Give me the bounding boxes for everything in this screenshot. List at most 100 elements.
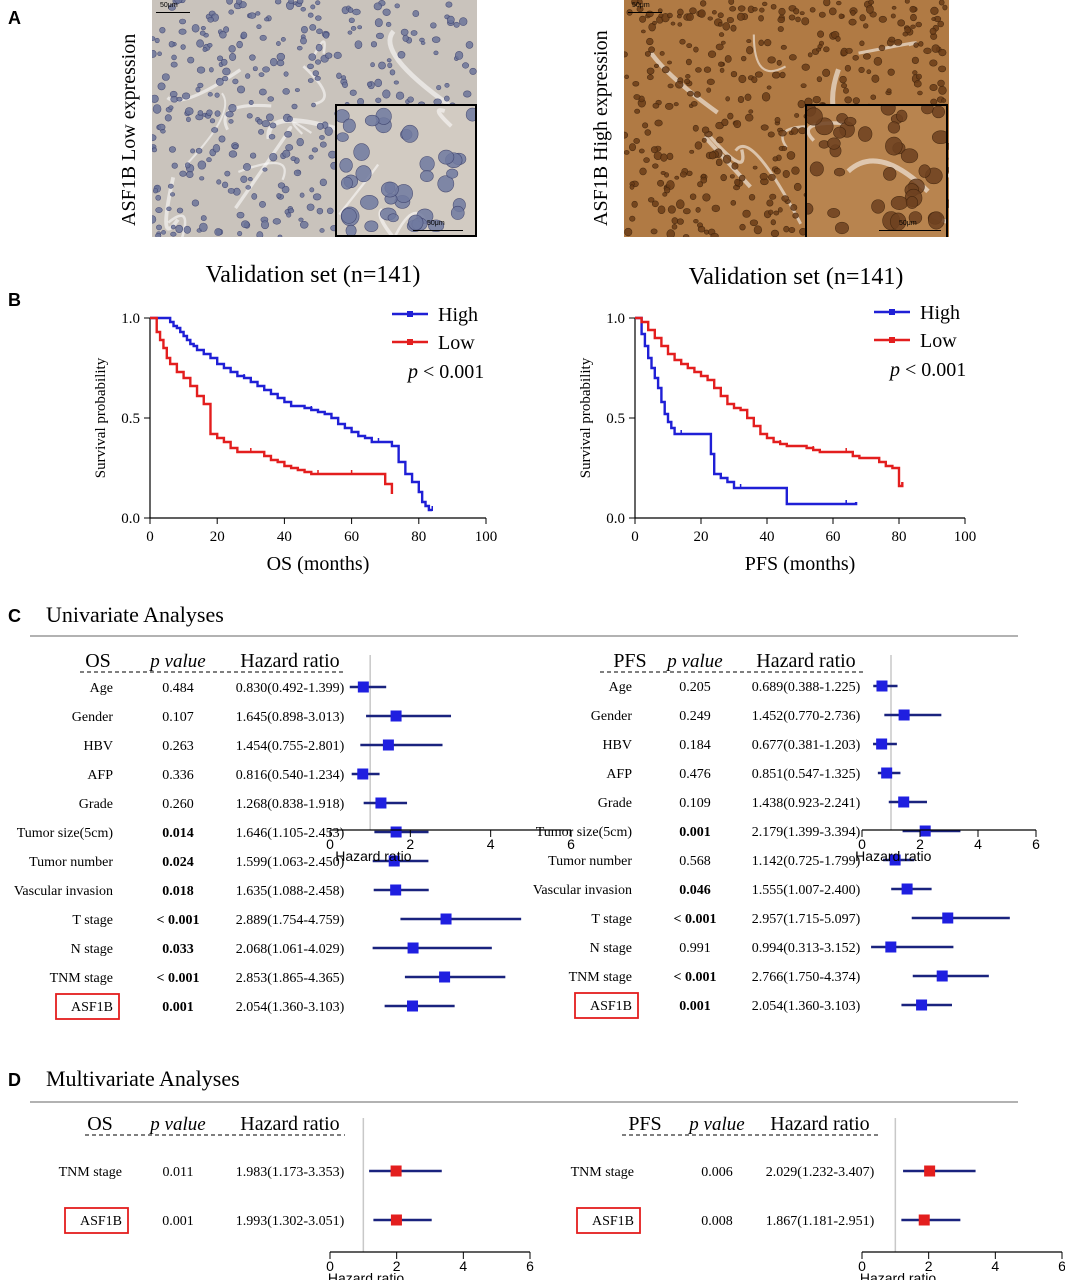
- cell-nucleus: [711, 10, 717, 15]
- cell-nucleus: [693, 91, 701, 98]
- row-label: T stage: [591, 912, 632, 927]
- row-p-value: < 0.001: [157, 971, 200, 986]
- cell-nucleus: [256, 24, 262, 30]
- cell-nucleus: [758, 15, 764, 22]
- x-axis-label: PFS (months): [745, 553, 856, 575]
- p-value-header: p value: [148, 651, 205, 672]
- hr-marker: [439, 971, 451, 983]
- cell-nucleus: [199, 222, 208, 232]
- p-value-label: p < 0.001: [888, 359, 966, 381]
- cell-nucleus: [341, 208, 357, 224]
- cell-nucleus: [207, 43, 213, 48]
- cell-nucleus: [817, 44, 823, 49]
- row-p-value: 0.018: [162, 884, 194, 899]
- cell-nucleus: [227, 187, 235, 194]
- forest-x-axis-label: Hazard ratio: [335, 848, 411, 864]
- forest-x-axis-label: Hazard ratio: [855, 848, 931, 864]
- row-label: TNM stage: [59, 1165, 122, 1180]
- row-label: Grade: [598, 796, 632, 811]
- cell-nucleus: [222, 76, 229, 82]
- cell-nucleus: [795, 16, 801, 23]
- cell-nucleus: [296, 137, 304, 147]
- row-p-value: 0.001: [679, 999, 711, 1014]
- cell-nucleus: [156, 224, 162, 231]
- cell-nucleus: [878, 15, 887, 23]
- cell-nucleus: [446, 15, 455, 24]
- cell-nucleus: [431, 36, 441, 43]
- cell-nucleus: [871, 199, 885, 214]
- cell-nucleus: [744, 93, 752, 101]
- cell-nucleus: [268, 133, 276, 140]
- cell-nucleus: [428, 219, 445, 233]
- cell-nucleus: [246, 113, 253, 119]
- hr-marker: [889, 854, 901, 866]
- cell-nucleus: [296, 45, 303, 51]
- cell-nucleus: [463, 90, 472, 98]
- forest-x-axis-label: Hazard ratio: [860, 1270, 936, 1280]
- cell-nucleus: [342, 81, 348, 88]
- row-label: Age: [90, 681, 113, 696]
- cell-nucleus: [375, 97, 382, 104]
- ihc-high-inset: 50μm: [805, 104, 948, 237]
- row-label: N stage: [71, 942, 113, 957]
- cell-nucleus: [179, 18, 187, 25]
- cell-nucleus: [863, 23, 869, 29]
- cell-nucleus: [286, 212, 292, 218]
- cell-nucleus: [736, 12, 745, 21]
- cell-nucleus: [883, 167, 897, 181]
- cell-nucleus: [689, 149, 695, 154]
- highlight-box: [64, 1207, 129, 1234]
- cell-nucleus: [366, 81, 373, 87]
- hr-marker: [440, 913, 452, 925]
- cell-nucleus: [206, 109, 213, 117]
- cell-nucleus: [232, 144, 239, 150]
- cell-nucleus: [309, 187, 315, 193]
- cell-nucleus: [237, 230, 243, 237]
- cell-nucleus: [375, 32, 384, 40]
- cell-nucleus: [918, 41, 924, 47]
- cell-nucleus: [679, 38, 686, 45]
- cell-nucleus: [762, 1, 768, 7]
- cell-nucleus: [888, 36, 896, 43]
- cell-nucleus: [807, 203, 814, 215]
- cell-nucleus: [159, 26, 166, 34]
- cell-nucleus: [676, 14, 682, 19]
- highlight-box: [576, 1207, 641, 1234]
- cell-nucleus: [890, 13, 896, 19]
- y-tick-label: 0.5: [121, 411, 140, 427]
- cell-nucleus: [357, 25, 363, 30]
- cell-nucleus: [913, 80, 922, 88]
- cell-nucleus: [197, 110, 204, 116]
- row-p-value: 0.205: [679, 680, 711, 695]
- cell-nucleus: [737, 5, 746, 12]
- cell-nucleus: [721, 40, 726, 45]
- row-p-value: 0.336: [162, 768, 194, 783]
- cell-nucleus: [206, 157, 212, 163]
- ihc-high-image: 50μm 50μm: [624, 0, 949, 237]
- p-value: < 0.001: [418, 361, 484, 383]
- cell-nucleus: [624, 131, 629, 139]
- row-hazard-ratio: 0.830(0.492-1.399): [236, 681, 345, 696]
- cell-nucleus: [695, 67, 702, 73]
- cell-nucleus: [841, 83, 848, 89]
- cell-nucleus: [827, 137, 841, 150]
- hr-marker: [918, 1214, 930, 1226]
- hr-marker: [881, 767, 893, 779]
- cell-nucleus: [844, 64, 851, 72]
- row-label: Tumor size(5cm): [536, 825, 633, 840]
- cell-nucleus: [844, 116, 857, 127]
- cell-nucleus: [298, 217, 304, 222]
- cell-nucleus: [707, 16, 713, 21]
- forest-x-tick-label: 6: [1032, 836, 1040, 852]
- cell-nucleus: [788, 14, 796, 21]
- cell-nucleus: [223, 26, 230, 33]
- cell-nucleus: [749, 219, 759, 227]
- cell-nucleus: [693, 46, 699, 53]
- cell-nucleus: [316, 28, 323, 35]
- cell-nucleus: [718, 32, 725, 37]
- cell-nucleus: [646, 67, 655, 75]
- cell-nucleus: [667, 83, 674, 89]
- cell-nucleus: [660, 170, 666, 175]
- cell-nucleus: [887, 121, 901, 134]
- ihc-low-image: 50μm 50μm: [152, 0, 477, 237]
